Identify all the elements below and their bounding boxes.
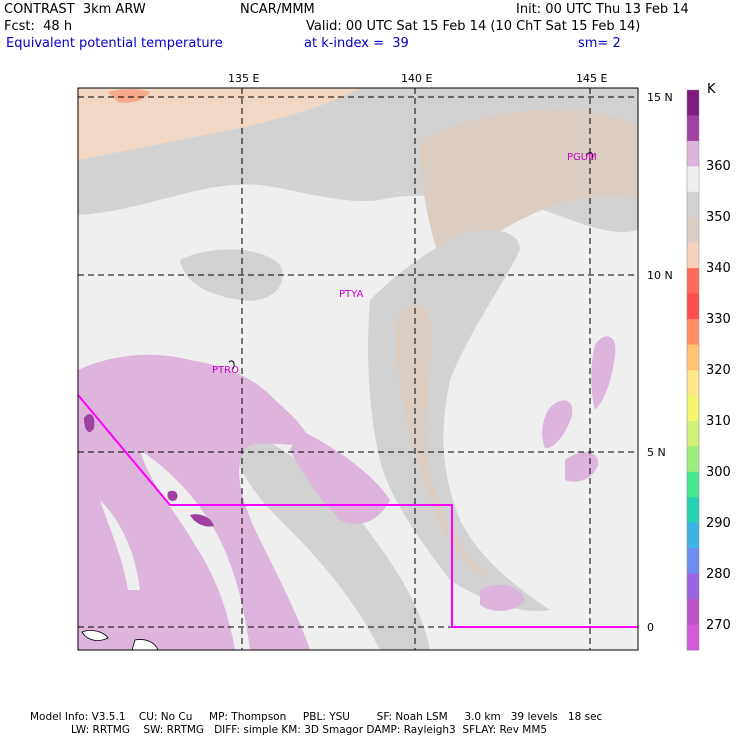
lon-label-145e: 145 E [576,72,608,85]
lon-label-135e: 135 E [228,72,260,85]
colorbar-tick-label: 350 [706,210,731,225]
field-region-360-east-4 [480,584,525,612]
colorbar-swatch [687,599,699,626]
colorbar-swatch [687,522,699,549]
colorbar-tick-label: 270 [706,618,731,633]
colorbar-tick-label: 320 [706,363,731,378]
colorbar-swatch [687,370,699,396]
colorbar-swatch [687,293,699,320]
valid-time: Valid: 00 UTC Sat 15 Feb 14 (10 ChT Sat … [306,19,641,34]
colorbar-swatch [687,548,699,575]
lon-label-140e: 140 E [401,72,433,85]
colorbar-swatch [687,90,699,116]
palau-coastline [228,360,235,371]
lat-label-0: 0 [647,621,654,634]
init-time: Init: 00 UTC Thu 13 Feb 14 [516,2,689,17]
colorbar-tick-label: 300 [706,465,731,480]
colorbar-swatch [687,319,699,346]
lat-label-5n: 5 N [647,446,666,459]
fir-boundary [78,394,638,628]
colorbar-frame [686,89,700,651]
colorbar-tick-label: 330 [706,312,731,327]
field-region-355-streak-2 [100,500,140,590]
field-region-365-patch-1 [84,414,95,433]
colorbar-swatch [687,497,699,524]
colorbar-swatch [687,471,699,498]
field-region-355-streak-1 [140,450,250,650]
colorbar-swatch [687,242,699,269]
station-label-ptro: PTRO [212,365,239,376]
colorbar-swatch [687,446,699,473]
station-label-ptya: PTYA [339,289,364,300]
forecast-hour: Fcst: 48 h [4,19,73,34]
field-region-350-southwest-band [230,420,430,650]
colorbar-tick-label: 280 [706,567,731,582]
field-region-360-east-3 [591,336,616,410]
colorbar-swatch [687,268,699,295]
colorbar-swatch [687,166,699,193]
field-region-345-northeast [420,109,638,261]
field-region-365-patch-3 [190,514,214,527]
footer-physics-info: LW: RRTMG SW: RRTMG DIFF: simple KM: 3D … [71,724,548,736]
org-label: NCAR/MMM [240,2,315,17]
colorbar-swatch [687,191,699,218]
station-label-pgum: PGUM [567,152,597,163]
smoothing-label: sm= 2 [578,36,621,51]
footer-model-info: Model Info: V3.5.1 CU: No Cu MP: Thompso… [30,711,603,723]
level-label: at k-index = 39 [304,36,409,51]
colorbar-tick-label: 340 [706,261,731,276]
field-region-340-north [78,88,360,160]
field-region-360-east-1 [542,400,573,449]
island-outline-2 [131,639,159,650]
field-region-335-patch [108,89,150,103]
colorbar-tick-label: 360 [706,159,731,174]
colorbar-swatch [687,140,699,167]
colorbar-tick-label: 310 [706,414,731,429]
colorbar-swatch [687,344,699,371]
graticule [78,88,638,650]
colorbar-swatch [687,420,699,447]
field-region-365-patch-2 [167,490,178,501]
model-title: CONTRAST 3km ARW [4,2,146,17]
field-region-360-band [290,430,390,524]
colorbar-tick-label: 290 [706,516,731,531]
map-frame [77,87,639,651]
colorbar [686,89,700,651]
colorbar-swatch [687,624,699,651]
colorbar-swatch [687,395,699,422]
island-outline-1 [81,630,109,641]
colorbar-swatch [687,217,699,244]
field-region-345-central [395,305,490,580]
guam-coastline [585,152,593,161]
colorbar-unit: K [707,82,716,97]
colorbar-swatch [687,573,699,600]
lat-label-15n: 15 N [647,91,673,104]
field-name: Equivalent potential temperature [6,36,223,51]
lat-label-10n: 10 N [647,269,673,282]
colorbar-swatch [687,115,699,142]
